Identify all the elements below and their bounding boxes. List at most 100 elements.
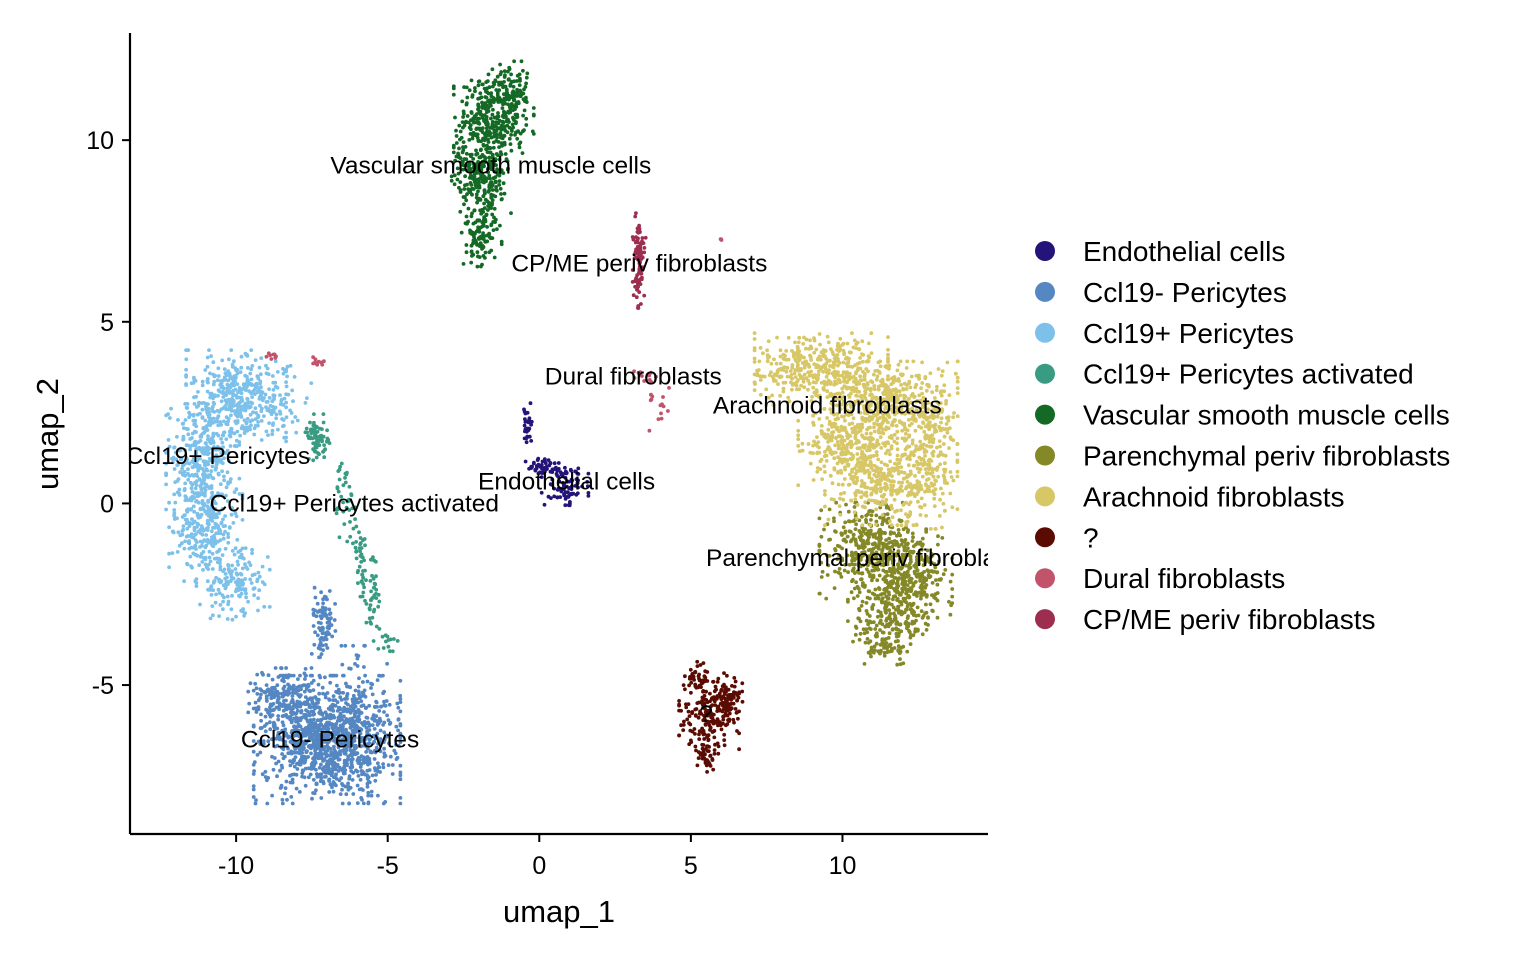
data-point <box>321 412 326 416</box>
data-point <box>195 462 200 467</box>
data-point <box>196 403 201 408</box>
data-point <box>520 91 524 96</box>
data-point <box>454 128 458 133</box>
data-point <box>877 586 881 590</box>
data-point <box>176 418 180 422</box>
data-point <box>854 626 859 630</box>
series-0-points <box>522 401 591 508</box>
data-point <box>356 719 361 724</box>
series-1-points <box>246 585 403 806</box>
data-point <box>362 720 367 724</box>
data-point <box>283 673 288 678</box>
data-point <box>322 765 326 770</box>
data-point <box>309 381 314 385</box>
data-point <box>567 479 572 484</box>
data-point <box>494 187 499 192</box>
data-point <box>332 673 337 678</box>
data-point <box>491 100 496 104</box>
data-point <box>298 762 303 767</box>
data-point <box>327 697 331 702</box>
data-point <box>341 509 346 514</box>
data-point <box>846 619 850 623</box>
data-point <box>320 631 325 636</box>
data-point <box>280 738 285 742</box>
data-point <box>339 741 344 746</box>
data-point <box>356 700 360 705</box>
data-point <box>313 433 318 437</box>
data-point <box>218 567 223 572</box>
series-4-points <box>449 59 536 269</box>
data-point <box>256 608 260 613</box>
data-point <box>383 800 388 804</box>
data-point <box>924 628 929 632</box>
data-point <box>222 595 226 600</box>
data-point <box>259 372 263 377</box>
data-point <box>493 217 498 222</box>
data-point <box>297 790 302 794</box>
data-point <box>228 403 233 408</box>
data-point <box>227 389 232 393</box>
data-point <box>864 601 869 605</box>
data-point <box>193 532 198 537</box>
data-point <box>790 387 794 392</box>
data-point <box>375 723 380 727</box>
data-point <box>365 776 370 781</box>
data-point <box>234 411 239 416</box>
data-point <box>454 134 459 138</box>
data-point <box>559 489 564 494</box>
data-point <box>237 476 242 481</box>
data-point <box>210 519 215 523</box>
data-point <box>192 509 197 514</box>
data-point <box>232 409 237 413</box>
data-point <box>366 721 371 726</box>
data-point <box>334 772 338 777</box>
data-point <box>239 391 244 396</box>
data-point <box>915 605 920 610</box>
data-point <box>885 573 890 578</box>
data-point <box>221 536 226 541</box>
data-point <box>319 796 324 800</box>
data-point <box>237 492 242 496</box>
data-point <box>351 724 355 729</box>
data-point <box>288 773 292 778</box>
data-point <box>775 335 779 340</box>
data-point <box>368 579 373 583</box>
data-point <box>524 440 529 445</box>
data-point <box>488 180 493 185</box>
data-point <box>232 552 237 557</box>
data-point <box>523 98 528 102</box>
data-point <box>356 684 361 689</box>
data-point <box>284 713 288 717</box>
data-point <box>259 688 264 693</box>
data-point <box>325 620 330 625</box>
data-point <box>286 746 290 751</box>
data-point <box>184 521 189 526</box>
data-point <box>884 518 888 523</box>
data-point <box>312 702 317 707</box>
data-point <box>351 749 356 754</box>
data-point <box>343 752 348 756</box>
data-point <box>517 145 522 150</box>
data-point <box>862 662 867 666</box>
data-point <box>206 587 211 592</box>
data-point <box>203 545 208 550</box>
data-point <box>478 109 483 114</box>
data-point <box>259 712 263 717</box>
data-point <box>328 782 333 787</box>
data-point <box>367 733 372 737</box>
data-point <box>240 566 245 571</box>
data-point <box>500 106 505 110</box>
data-point <box>212 498 216 503</box>
data-point <box>208 473 213 477</box>
data-point <box>308 420 312 425</box>
data-point <box>319 652 324 656</box>
data-point <box>764 387 769 392</box>
data-point <box>317 673 322 678</box>
data-point <box>851 639 855 644</box>
data-point <box>359 744 363 748</box>
data-point <box>331 709 336 713</box>
data-point <box>241 609 246 614</box>
data-point <box>507 136 512 141</box>
data-point <box>189 532 194 536</box>
data-point <box>270 428 275 433</box>
